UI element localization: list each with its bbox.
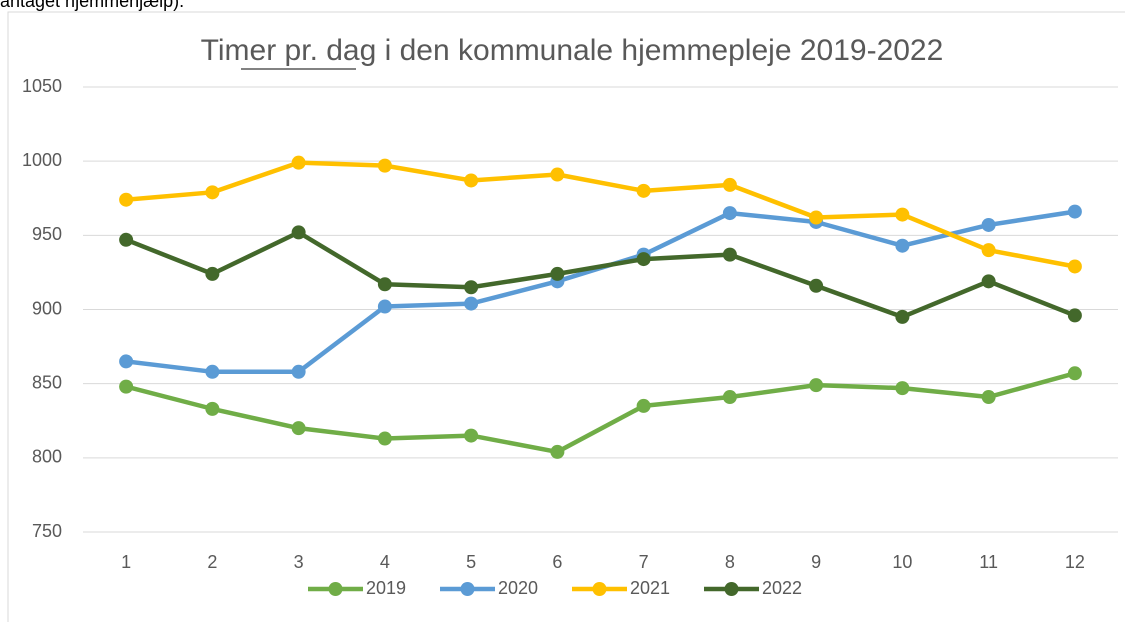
data-point xyxy=(377,158,392,173)
y-tick-label: 1050 xyxy=(22,76,62,96)
x-tick-label: 3 xyxy=(294,552,304,572)
data-point xyxy=(205,185,220,200)
y-tick-label: 1000 xyxy=(22,150,62,170)
legend-label: 2022 xyxy=(762,578,802,598)
data-point xyxy=(119,192,134,207)
x-tick-label: 11 xyxy=(979,552,998,572)
legend-marker xyxy=(460,582,475,596)
caption: antaget hjemmehjælp). xyxy=(0,0,184,11)
data-point xyxy=(722,177,737,192)
chart-border xyxy=(7,11,1125,622)
data-point xyxy=(550,266,565,281)
data-point xyxy=(1067,366,1082,381)
data-point xyxy=(809,378,824,393)
x-tick-label: 7 xyxy=(639,552,649,572)
data-point xyxy=(895,238,910,253)
data-point xyxy=(981,243,996,258)
data-point xyxy=(119,354,134,369)
series-line xyxy=(125,230,1076,320)
x-tick-label: 10 xyxy=(892,552,912,572)
data-point xyxy=(981,390,996,405)
data-point xyxy=(205,266,220,281)
legend-label: 2019 xyxy=(366,578,406,598)
y-tick-label: 750 xyxy=(32,521,62,541)
legend-label: 2021 xyxy=(630,578,670,598)
y-tick-label: 950 xyxy=(32,224,62,244)
x-tick-label: 1 xyxy=(121,552,131,572)
data-point xyxy=(291,364,306,379)
data-point xyxy=(895,309,910,324)
data-point xyxy=(464,173,479,188)
data-point xyxy=(291,225,306,240)
legend-marker xyxy=(328,582,343,596)
data-point xyxy=(895,207,910,222)
series-line xyxy=(125,371,1076,455)
data-point xyxy=(291,421,306,436)
data-point xyxy=(1067,308,1082,323)
data-point xyxy=(1067,204,1082,219)
data-point xyxy=(205,401,220,416)
x-tick-label: 6 xyxy=(552,552,562,572)
data-point xyxy=(377,299,392,314)
data-point xyxy=(377,277,392,292)
data-point xyxy=(809,278,824,293)
data-point xyxy=(464,428,479,443)
data-point xyxy=(377,431,392,446)
data-point xyxy=(981,217,996,232)
chart-title: Timer pr. dag i den kommunale hjemmeplej… xyxy=(201,34,944,67)
y-tick-label: 800 xyxy=(32,447,62,467)
data-point xyxy=(722,247,737,262)
data-point xyxy=(809,210,824,225)
data-point xyxy=(550,167,565,182)
data-point xyxy=(636,252,651,267)
data-point xyxy=(636,183,651,198)
data-point xyxy=(895,381,910,396)
x-tick-label: 5 xyxy=(466,552,476,572)
data-point xyxy=(1067,259,1082,274)
data-point xyxy=(722,206,737,221)
data-point xyxy=(464,296,479,311)
data-point xyxy=(119,232,134,247)
data-point xyxy=(550,444,565,459)
legend-marker xyxy=(724,582,739,596)
data-point xyxy=(205,364,220,379)
x-tick-label: 2 xyxy=(207,552,217,572)
data-point xyxy=(636,398,651,413)
data-point xyxy=(722,390,737,405)
legend-label: 2020 xyxy=(498,578,538,598)
x-tick-label: 8 xyxy=(725,552,735,572)
data-point xyxy=(119,379,134,394)
series-line xyxy=(125,160,1076,269)
x-tick-label: 4 xyxy=(380,552,390,572)
legend-marker xyxy=(592,582,607,596)
data-point xyxy=(464,280,479,295)
data-point xyxy=(981,274,996,289)
x-tick-label: 9 xyxy=(811,552,821,572)
data-point xyxy=(291,155,306,170)
y-tick-label: 900 xyxy=(32,298,62,318)
y-tick-label: 850 xyxy=(32,372,62,392)
x-tick-label: 12 xyxy=(1065,552,1085,572)
